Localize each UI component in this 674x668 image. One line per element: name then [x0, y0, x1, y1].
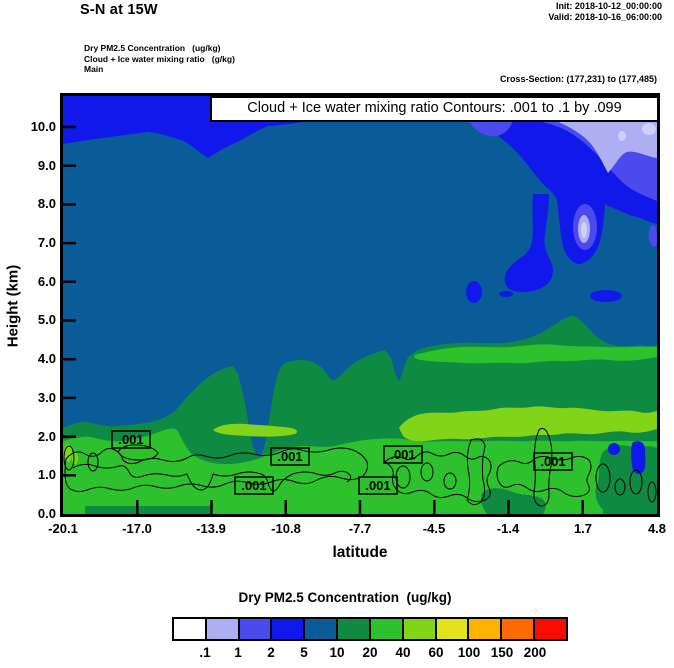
valid-time: Valid: 2018-10-16_06:00:00	[548, 12, 662, 22]
y-tick-label: 1.0	[37, 467, 56, 482]
y-tick-label: 0.0	[37, 506, 56, 521]
colorbar-swatch	[204, 617, 240, 641]
y-tick-label: 5.0	[37, 312, 56, 327]
colorbar-swatch	[533, 617, 568, 641]
svg-text:.001: .001	[390, 447, 415, 462]
cross-section-info: Cross-Section: (177,231) to (177,485)	[499, 74, 657, 84]
colorbar-swatch	[336, 617, 371, 641]
x-tick-label: -10.8	[271, 521, 301, 536]
contour-labels: .001 .001 .001 .001 .001 .001	[111, 430, 573, 495]
y-tick-label: 9.0	[37, 158, 56, 173]
x-tick-label: -7.7	[348, 521, 372, 536]
x-tick-label: -4.5	[422, 521, 446, 536]
colorbar-tick-label: 40	[395, 645, 411, 660]
x-tick-label: -20.1	[48, 521, 78, 536]
y-tick-label: 6.0	[37, 274, 56, 289]
svg-text:.001: .001	[540, 454, 565, 469]
x-tick-label: -1.4	[496, 521, 520, 536]
colorbar-tick-label: 60	[428, 645, 444, 660]
contour-label-box: .001	[533, 452, 573, 471]
field-line-1: Dry PM2.5 Concentration (ug/kg)	[84, 43, 221, 53]
svg-text:.001: .001	[118, 432, 143, 447]
colorbar-tick-label: 150	[490, 645, 514, 660]
cross-section-plot: .001 .001 .001 .001 .001 .001	[60, 93, 660, 517]
colorbar-tick-label: 2	[267, 645, 275, 660]
colorbar-tick-label: 200	[523, 645, 547, 660]
x-tick-label: -17.0	[122, 521, 152, 536]
y-tick-label: 4.0	[37, 351, 56, 366]
colorbar-swatch	[500, 617, 536, 641]
colorbar-title: Dry PM2.5 Concentration (ug/kg)	[238, 590, 452, 605]
colorbar-swatch	[303, 617, 339, 641]
x-tick-label: -13.9	[196, 521, 226, 536]
colorbar-swatch	[467, 617, 503, 641]
filled-contour-canvas: .001 .001 .001 .001 .001 .001	[63, 96, 657, 514]
svg-text:.001: .001	[277, 449, 302, 464]
contour-label-box: .001	[111, 430, 151, 449]
y-tick-label: 3.0	[37, 390, 56, 405]
x-axis-label: latitude	[332, 544, 388, 561]
y-tick-label: 7.0	[37, 235, 56, 250]
run-times: Init: 2018-10-12_00:00:00 Valid: 2018-10…	[548, 1, 662, 23]
colorbar-tick-label: 20	[362, 645, 378, 660]
contour-label-box: .001	[383, 445, 423, 464]
colorbar-swatch	[270, 617, 306, 641]
colorbar-swatch	[368, 617, 404, 641]
field-line-3: Main	[84, 64, 104, 74]
field-legend: Dry PM2.5 Concentration (ug/kg) Cloud + …	[84, 43, 235, 75]
page-title: S-N at 15W	[80, 2, 158, 18]
colorbar-tick-label: 5	[300, 645, 308, 660]
axis-tick-marks	[63, 125, 584, 514]
contour-label-box: .001	[270, 447, 310, 466]
colorbar-swatch	[401, 617, 437, 641]
plot-overlay-title: Cloud + Ice water mixing ratio Contours:…	[210, 96, 659, 122]
colorbar-tick-label: 100	[457, 645, 481, 660]
svg-text:.001: .001	[241, 478, 266, 493]
colorbar-tick-label: 10	[329, 645, 345, 660]
colorbar-swatch	[434, 617, 470, 641]
y-tick-label: 10.0	[30, 119, 56, 134]
init-time: Init: 2018-10-12_00:00:00	[555, 1, 662, 11]
colorbar-tick-label: .1	[199, 645, 211, 660]
colorbar-tick-label: 1	[234, 645, 242, 660]
x-tick-label: 4.8	[647, 521, 667, 536]
cloud-ice-contour-lines	[63, 427, 657, 507]
fill-regions-pm25	[63, 96, 657, 514]
contour-label-box: .001	[234, 476, 274, 495]
field-line-2: Cloud + Ice water mixing ratio (g/kg)	[84, 53, 235, 64]
colorbar-swatch	[172, 617, 207, 641]
y-tick-label: 8.0	[37, 196, 56, 211]
svg-text:.001: .001	[365, 478, 390, 493]
x-tick-label: 1.7	[573, 521, 593, 536]
colorbar	[172, 617, 568, 641]
colorbar-swatch	[237, 617, 273, 641]
contour-label-box: .001	[358, 476, 398, 495]
y-tick-label: 2.0	[37, 429, 56, 444]
